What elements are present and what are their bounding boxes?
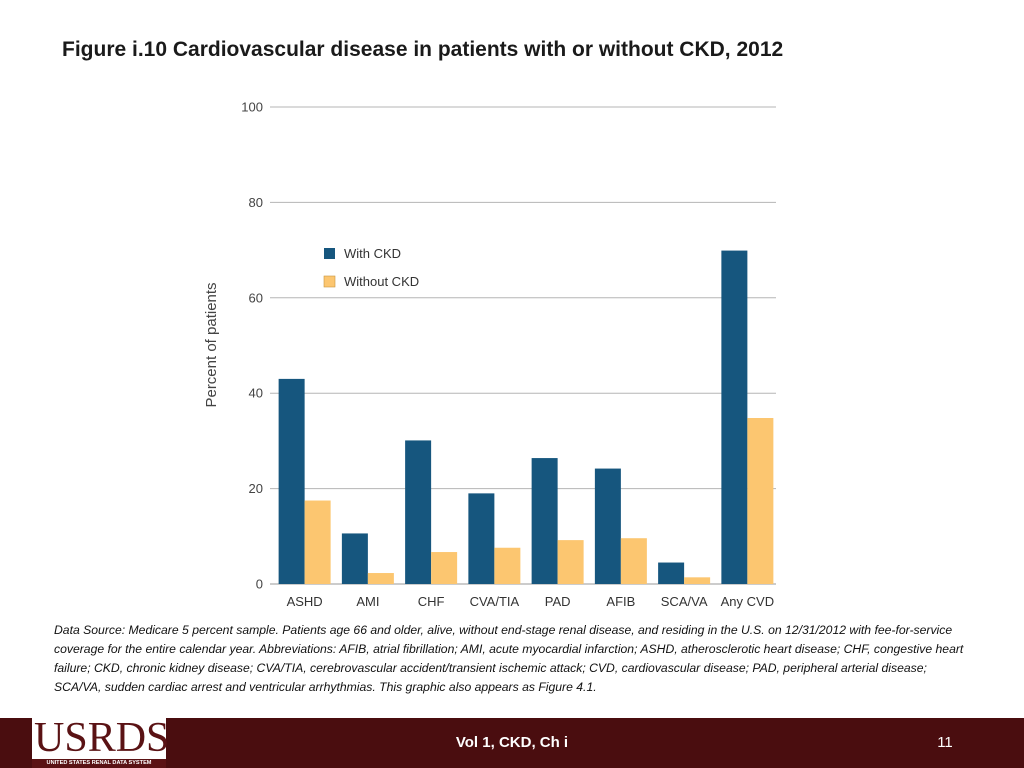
x-category-label: AFIB [606, 594, 635, 609]
bar-with-ckd [531, 458, 558, 584]
bar-with-ckd [594, 468, 621, 584]
x-category-label: AMI [356, 594, 379, 609]
gridlines [270, 106, 776, 585]
y-tick-label: 80 [249, 195, 263, 210]
legend-swatch [324, 248, 335, 259]
bar-without-ckd [620, 538, 647, 584]
bar-without-ckd [747, 418, 774, 584]
bar-without-ckd [431, 552, 458, 584]
x-category-label: PAD [545, 594, 571, 609]
y-axis-title: Percent of patients [203, 282, 220, 407]
y-tick-label: 100 [241, 100, 263, 115]
bar-with-ckd [468, 493, 495, 584]
y-tick-label: 60 [249, 290, 263, 305]
y-tick-label: 20 [249, 481, 263, 496]
slide-title: Figure i.10 Cardiovascular disease in pa… [62, 38, 784, 61]
x-category-label: SCA/VA [661, 594, 708, 609]
bar-without-ckd [684, 577, 711, 584]
page-number: 11 [937, 734, 953, 751]
legend: With CKD Without CKD [323, 246, 419, 289]
logo-wordmark: USRDS [34, 715, 170, 761]
x-axis-categories: ASHD AMI CHF CVA/TIA PAD AFIB SCA/VA Any CVD [287, 594, 775, 609]
y-tick-label: 0 [256, 577, 263, 592]
y-axis-ticks: 0 20 40 60 80 100 [241, 100, 263, 592]
bar-without-ckd [494, 547, 521, 584]
bar-with-ckd [278, 378, 305, 584]
y-tick-label: 40 [249, 386, 263, 401]
x-category-label: CVA/TIA [470, 594, 520, 609]
bar-with-ckd [341, 533, 368, 584]
bar-chart: 0 20 40 60 80 100 ASHD AMI CHF CVA/TIA PAD AFIB SCA… [203, 100, 776, 609]
bar-without-ckd [367, 573, 394, 584]
bar-without-ckd [557, 540, 584, 584]
data-source-caption: Data Source: Medicare 5 percent sample. … [54, 623, 964, 694]
bar-with-ckd [405, 440, 432, 584]
x-category-label: ASHD [287, 594, 323, 609]
usrds-logo: USRDS UNITED STATES RENAL DATA SYSTEM [32, 712, 170, 768]
legend-label: Without CKD [344, 274, 419, 289]
bar-without-ckd [304, 500, 331, 584]
bars [278, 250, 774, 584]
logo-subtitle: UNITED STATES RENAL DATA SYSTEM [32, 759, 166, 768]
x-category-label: Any CVD [721, 594, 774, 609]
footer-volume-label: Vol 1, CKD, Ch i [455, 734, 569, 751]
legend-label: With CKD [344, 246, 401, 261]
legend-swatch [323, 275, 336, 288]
bar-with-ckd [658, 562, 685, 584]
bar-with-ckd [721, 250, 748, 584]
x-category-label: CHF [418, 594, 445, 609]
footer-bar [0, 718, 1024, 768]
